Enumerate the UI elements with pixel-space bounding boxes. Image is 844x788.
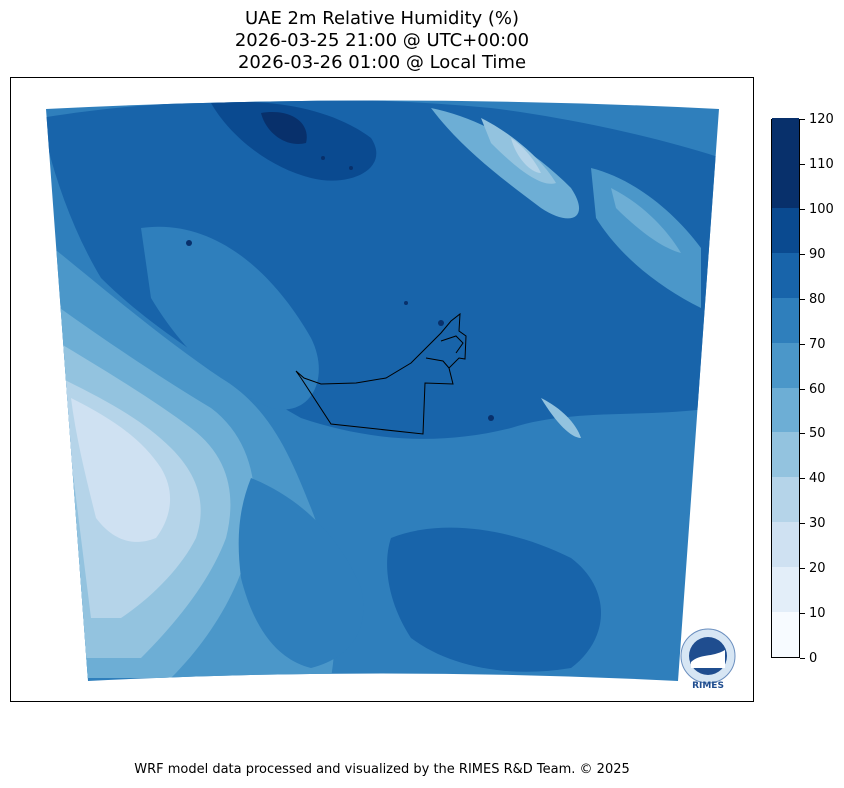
colorbar-tick-label: 50 bbox=[809, 426, 826, 442]
uae-boundary bbox=[295, 312, 467, 435]
colorbar-tick-label: 120 bbox=[809, 112, 834, 127]
colorbar-segment bbox=[772, 611, 799, 657]
colorbar-tick bbox=[800, 478, 805, 480]
humidity-map: RIMES bbox=[46, 100, 736, 691]
colorbar-tick bbox=[800, 343, 805, 345]
colorbar-segment bbox=[772, 117, 799, 163]
colorbar-segment bbox=[772, 476, 799, 523]
utc-time: 2026-03-25 21:00 @ UTC+00:00 bbox=[234, 30, 530, 51]
colorbar-tick bbox=[800, 163, 805, 165]
map-panel: RIMES bbox=[10, 77, 754, 702]
humidity-field bbox=[46, 100, 719, 681]
colorbar-segment bbox=[772, 342, 799, 388]
colorbar-tick bbox=[800, 613, 805, 615]
colorbar-segment bbox=[772, 252, 799, 298]
colorbar-tick-label: 110 bbox=[809, 156, 834, 172]
colorbar-tick-label: 100 bbox=[809, 201, 834, 217]
colorbar-tick-label: 30 bbox=[809, 516, 826, 532]
colorbar-tick bbox=[800, 298, 805, 300]
colorbar bbox=[771, 117, 800, 658]
colorbar-segment bbox=[772, 431, 799, 478]
colorbar-segment bbox=[772, 566, 799, 613]
colorbar-tick bbox=[800, 433, 805, 435]
colorbar-tick-label: 90 bbox=[809, 246, 826, 262]
map-title: UAE 2m Relative Humidity (%) bbox=[244, 8, 520, 29]
colorbar-tick bbox=[800, 523, 805, 525]
colorbar-segment bbox=[772, 297, 799, 343]
rimes-logo: RIMES bbox=[680, 628, 736, 691]
footer-credit: WRF model data processed and visualized … bbox=[134, 762, 630, 777]
colorbar-tick-label: 20 bbox=[809, 561, 826, 577]
colorbar-segment bbox=[772, 162, 799, 208]
colorbar-segment bbox=[772, 387, 799, 433]
colorbar-tick bbox=[800, 658, 805, 659]
colorbar-tick-label: 40 bbox=[809, 471, 826, 487]
colorbar-tick bbox=[800, 253, 805, 255]
colorbar-tick-label: 80 bbox=[809, 291, 826, 307]
colorbar-segment bbox=[772, 207, 799, 253]
local-time: 2026-03-26 01:00 @ Local Time bbox=[237, 52, 527, 73]
colorbar-tick bbox=[800, 208, 805, 210]
colorbar-tick bbox=[800, 388, 805, 390]
colorbar-tick-label: 70 bbox=[809, 336, 826, 352]
colorbar-tick-label: 60 bbox=[809, 381, 826, 397]
colorbar-tick bbox=[800, 568, 805, 570]
logo-text: RIMES bbox=[692, 681, 724, 691]
colorbar-tick bbox=[800, 119, 805, 120]
colorbar-tick-label: 10 bbox=[809, 606, 826, 622]
colorbar-tick-label: 0 bbox=[809, 651, 818, 666]
colorbar-segment bbox=[772, 521, 799, 568]
